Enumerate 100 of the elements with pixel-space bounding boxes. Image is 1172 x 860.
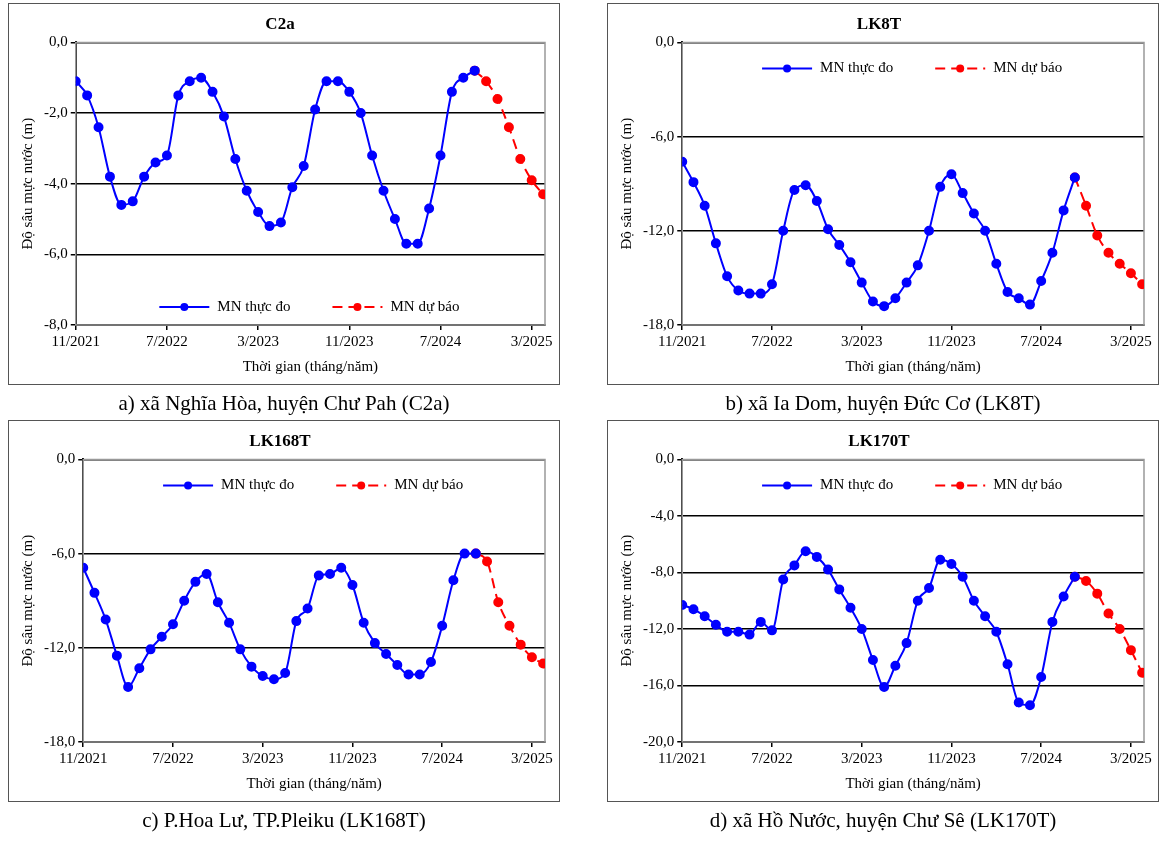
- point: [856, 277, 867, 288]
- point: [688, 177, 699, 188]
- point: [389, 214, 400, 225]
- point: [800, 180, 811, 191]
- point: [1036, 672, 1047, 682]
- point: [688, 604, 699, 615]
- point: [845, 257, 856, 268]
- point: [104, 171, 115, 182]
- y-tick-label: 0,0: [655, 450, 675, 467]
- x-tick-label: 3/2023: [241, 749, 284, 766]
- point: [722, 271, 733, 282]
- point: [811, 551, 822, 562]
- point: [1081, 575, 1092, 586]
- chart-title: C2a: [265, 13, 296, 33]
- point: [1002, 287, 1013, 298]
- y-tick-label: -18,0: [643, 315, 675, 332]
- point: [867, 296, 878, 307]
- point: [800, 546, 811, 557]
- point: [367, 150, 378, 161]
- point: [150, 157, 161, 168]
- point: [347, 580, 358, 590]
- point: [161, 150, 172, 161]
- legend-label: MN thực đo: [820, 476, 894, 493]
- point: [493, 597, 504, 608]
- point: [435, 150, 446, 161]
- point: [957, 571, 968, 582]
- x-axis-title: Thời gian (tháng/năm): [845, 357, 981, 375]
- point: [448, 575, 459, 586]
- x-axis-title: Thời gian (tháng/năm): [246, 774, 382, 792]
- point: [968, 208, 979, 219]
- x-tick-label: 11/2023: [328, 749, 377, 766]
- y-tick-label: -6,0: [44, 245, 68, 262]
- x-tick-label: 3/2023: [840, 749, 883, 766]
- y-axis-title: Độ sâu mực nước (m): [18, 534, 36, 667]
- point: [733, 626, 744, 637]
- point: [1103, 247, 1114, 258]
- point: [127, 196, 138, 207]
- point: [369, 638, 380, 649]
- point: [1114, 623, 1125, 634]
- point: [823, 564, 834, 575]
- point: [437, 620, 448, 631]
- point: [722, 626, 733, 637]
- point: [503, 122, 514, 133]
- x-tick-label: 11/2021: [51, 332, 101, 349]
- point: [1092, 588, 1103, 599]
- point: [89, 587, 100, 598]
- point: [1092, 230, 1103, 241]
- point: [275, 217, 286, 228]
- point: [766, 279, 777, 290]
- text: d) xã Hồ Nước, huyện Chư Sê (LK170T): [708, 808, 1058, 832]
- point: [733, 285, 744, 296]
- point: [879, 301, 890, 312]
- chart-title: LK170T: [848, 430, 911, 450]
- point: [766, 625, 777, 636]
- point: [280, 667, 291, 678]
- x-tick-label: 3/2025: [510, 332, 553, 349]
- point: [856, 623, 867, 634]
- point: [778, 574, 789, 585]
- point: [378, 185, 389, 196]
- point: [778, 225, 789, 236]
- point: [173, 90, 184, 101]
- x-tick-label: 3/2023: [840, 332, 883, 349]
- point: [458, 72, 469, 83]
- point: [980, 611, 991, 622]
- point: [264, 221, 275, 232]
- point: [201, 569, 212, 580]
- point: [699, 611, 710, 622]
- point: [834, 584, 845, 595]
- y-tick-label: -6,0: [51, 544, 76, 561]
- point: [116, 199, 127, 210]
- point: [392, 660, 403, 671]
- point: [321, 76, 332, 87]
- point: [526, 652, 537, 663]
- point: [710, 619, 721, 630]
- point: [789, 560, 800, 571]
- point: [111, 650, 122, 661]
- y-axis-title: Độ sâu mực nước (m): [617, 117, 635, 250]
- point: [1036, 276, 1047, 287]
- y-tick-label: -20,0: [643, 732, 675, 749]
- point: [1002, 659, 1013, 670]
- point: [257, 671, 268, 682]
- point: [1058, 205, 1069, 216]
- point: [1024, 700, 1035, 711]
- x-tick-label: 3/2025: [511, 749, 553, 766]
- point: [924, 225, 935, 236]
- point: [834, 239, 845, 250]
- point: [1047, 247, 1058, 258]
- y-tick-label: 0,0: [655, 33, 675, 50]
- y-tick-label: -2,0: [44, 103, 68, 120]
- x-tick-label: 7/2024: [1020, 749, 1063, 766]
- point: [991, 258, 1002, 269]
- point: [358, 617, 369, 628]
- y-tick-label: -16,0: [643, 676, 675, 693]
- point: [82, 90, 93, 101]
- legend-label: MN dự báo: [390, 297, 460, 314]
- chart-title: LK8T: [856, 13, 902, 33]
- point: [957, 188, 968, 199]
- x-tick-label: 3/2025: [1110, 332, 1152, 349]
- x-tick-label: 11/2021: [657, 332, 707, 349]
- point: [515, 639, 526, 650]
